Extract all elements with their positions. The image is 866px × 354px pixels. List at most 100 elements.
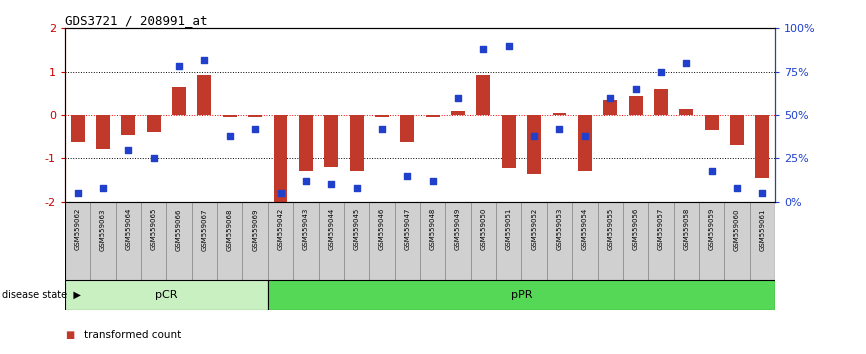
Bar	[679, 109, 694, 115]
Bar	[400, 115, 414, 142]
Point	[172, 64, 186, 69]
Bar	[420, 202, 445, 280]
Bar	[527, 115, 541, 173]
Text: GSM559064: GSM559064	[126, 208, 132, 250]
Bar	[674, 202, 699, 280]
Point	[197, 57, 211, 62]
Text: GSM559047: GSM559047	[404, 208, 410, 250]
Point	[299, 178, 313, 184]
Text: ■: ■	[65, 330, 74, 339]
Bar	[553, 113, 566, 115]
Text: GSM559050: GSM559050	[481, 208, 487, 250]
Bar	[116, 202, 141, 280]
Bar	[71, 115, 85, 142]
Bar	[395, 202, 420, 280]
Point	[527, 133, 541, 139]
Bar	[350, 115, 364, 171]
Point	[451, 95, 465, 101]
Bar	[96, 115, 110, 149]
Point	[375, 126, 389, 132]
Bar	[476, 75, 490, 115]
Bar	[521, 202, 546, 280]
Point	[604, 95, 617, 101]
Text: GSM559056: GSM559056	[632, 208, 638, 250]
Point	[730, 185, 744, 191]
Point	[553, 126, 566, 132]
Bar	[344, 202, 369, 280]
Bar	[623, 202, 649, 280]
Text: GSM559062: GSM559062	[74, 208, 81, 250]
Point	[705, 168, 719, 173]
Text: GSM559061: GSM559061	[759, 208, 766, 251]
Point	[71, 190, 85, 196]
Text: GDS3721 / 208991_at: GDS3721 / 208991_at	[65, 14, 208, 27]
Point	[121, 147, 135, 153]
Bar	[724, 202, 750, 280]
Text: GSM559057: GSM559057	[658, 208, 664, 250]
Point	[426, 178, 440, 184]
Text: GSM559055: GSM559055	[607, 208, 613, 250]
Text: GSM559058: GSM559058	[683, 208, 689, 250]
Bar	[375, 115, 389, 117]
Bar	[426, 115, 440, 117]
Bar	[604, 100, 617, 115]
Text: transformed count: transformed count	[84, 330, 181, 339]
Text: GSM559051: GSM559051	[506, 208, 512, 250]
Point	[578, 133, 591, 139]
Point	[223, 133, 236, 139]
Point	[249, 126, 262, 132]
Text: GSM559067: GSM559067	[202, 208, 208, 251]
Bar	[65, 202, 90, 280]
Bar	[496, 202, 521, 280]
Bar	[572, 202, 598, 280]
Bar	[451, 111, 465, 115]
Point	[501, 43, 515, 48]
Bar	[750, 202, 775, 280]
Bar	[121, 115, 135, 135]
Point	[350, 185, 364, 191]
Bar	[501, 115, 516, 168]
Text: GSM559068: GSM559068	[227, 208, 233, 251]
Bar	[649, 202, 674, 280]
Text: GSM559069: GSM559069	[252, 208, 258, 251]
Text: GSM559045: GSM559045	[353, 208, 359, 250]
Text: GSM559046: GSM559046	[379, 208, 385, 250]
Bar	[598, 202, 623, 280]
Bar	[249, 115, 262, 117]
Bar	[324, 115, 339, 167]
Point	[679, 60, 693, 66]
Point	[96, 185, 110, 191]
Text: GSM559065: GSM559065	[151, 208, 157, 250]
Point	[654, 69, 668, 75]
Bar	[223, 115, 236, 117]
Text: pPR: pPR	[511, 290, 533, 300]
Bar	[172, 87, 186, 115]
Bar	[546, 202, 572, 280]
Text: GSM559054: GSM559054	[582, 208, 588, 250]
Bar	[90, 202, 116, 280]
Text: GSM559044: GSM559044	[328, 208, 334, 250]
Bar	[197, 75, 211, 115]
Bar	[146, 115, 161, 132]
Bar	[299, 115, 313, 171]
Bar	[699, 202, 724, 280]
Bar	[217, 202, 242, 280]
Bar	[578, 115, 591, 171]
Point	[476, 46, 490, 52]
Bar	[730, 115, 744, 144]
Bar	[166, 202, 191, 280]
Bar	[705, 115, 719, 130]
Bar	[319, 202, 344, 280]
Bar	[629, 96, 643, 115]
Bar	[445, 202, 471, 280]
Bar	[274, 115, 288, 204]
Bar	[471, 202, 496, 280]
Bar	[242, 202, 268, 280]
Text: disease state  ▶: disease state ▶	[2, 290, 81, 300]
Point	[274, 190, 288, 196]
Text: GSM559059: GSM559059	[708, 208, 714, 250]
Bar	[755, 115, 769, 178]
Point	[146, 156, 160, 161]
Bar	[268, 202, 294, 280]
Bar	[65, 280, 268, 310]
